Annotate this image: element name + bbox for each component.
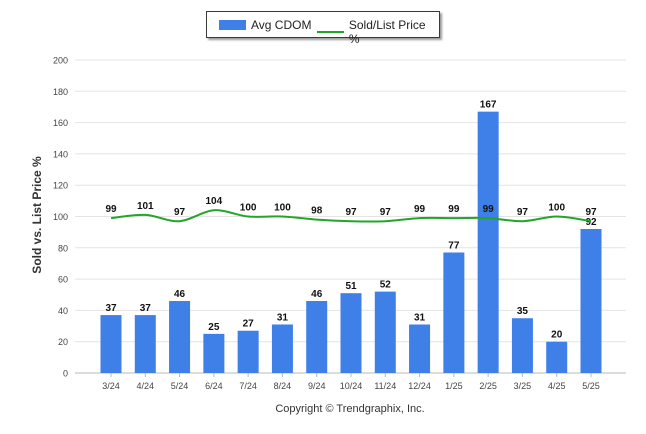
legend-label-sold-list: Sold/List Price %: [348, 18, 426, 46]
bar: [271, 324, 293, 373]
x-tick-label: 4/24: [137, 381, 155, 391]
bar-value-label: 167: [480, 100, 497, 111]
legend-item-sold-list: Sold/List Price %: [317, 18, 439, 46]
x-tick-label: 5/24: [171, 381, 189, 391]
y-tick-label: 60: [58, 275, 68, 285]
legend-swatch-sold-list: [317, 31, 344, 33]
bar: [306, 301, 328, 373]
bar: [477, 111, 499, 374]
bar-value-label: 35: [517, 306, 529, 317]
x-tick-label: 12/24: [408, 381, 431, 391]
line-value-label: 97: [174, 207, 186, 218]
x-tick-label: 11/24: [374, 381, 396, 391]
legend-item-cdom: Avg CDOM: [219, 18, 311, 32]
y-tick-label: 140: [53, 149, 68, 159]
x-tick-label: 9/24: [308, 381, 326, 391]
line-value-label: 101: [137, 201, 154, 212]
x-tick-label: 3/25: [514, 381, 532, 391]
line-value-label: 97: [517, 207, 529, 218]
line-value-label: 97: [380, 207, 392, 218]
y-tick-label: 20: [58, 337, 68, 347]
copyright-text: Copyright © Trendgraphix, Inc.: [275, 403, 425, 415]
y-tick-label: 200: [53, 56, 68, 66]
line-value-label: 100: [240, 203, 257, 214]
y-tick-label: 160: [53, 118, 68, 128]
bar: [443, 252, 465, 373]
line-value-label: 100: [548, 203, 565, 214]
x-tick-label: 3/24: [102, 381, 120, 391]
bar-value-label: 31: [414, 312, 426, 323]
bar-value-label: 52: [380, 280, 392, 291]
x-tick-label: 6/24: [205, 381, 223, 391]
bar-value-label: 37: [105, 303, 117, 314]
line-value-label: 97: [345, 207, 357, 218]
x-tick-label: 1/25: [445, 381, 463, 391]
line-value-label: 98: [311, 206, 323, 217]
line-value-label: 99: [483, 204, 495, 215]
x-tick-label: 8/24: [274, 381, 292, 391]
bar-value-label: 46: [174, 289, 186, 300]
bar: [237, 330, 259, 373]
bar-value-label: 31: [277, 312, 289, 323]
bar: [580, 229, 602, 373]
x-tick-label: 4/25: [548, 381, 566, 391]
bar: [340, 293, 362, 373]
x-tick-label: 7/24: [239, 381, 257, 391]
bar-value-label: 46: [311, 289, 323, 300]
y-tick-label: 100: [53, 212, 68, 222]
bar-value-label: 25: [208, 322, 220, 333]
bar: [203, 333, 225, 373]
y-tick-label: 180: [53, 87, 68, 97]
bar: [511, 318, 533, 373]
line-value-label: 97: [585, 207, 597, 218]
bar-value-label: 77: [448, 240, 460, 251]
bar: [546, 341, 568, 373]
y-tick-label: 40: [58, 306, 68, 316]
bar: [409, 324, 431, 373]
x-tick-label: 2/25: [479, 381, 497, 391]
y-tick-label: 80: [58, 243, 68, 253]
bar: [100, 315, 122, 373]
line-value-label: 99: [414, 204, 426, 215]
bar-value-label: 92: [585, 217, 597, 228]
legend-label-cdom: Avg CDOM: [251, 18, 312, 32]
series-line-sold-list: [110, 209, 592, 223]
bar-value-label: 20: [551, 330, 563, 341]
line-value-label: 100: [274, 203, 291, 214]
line-value-label: 104: [206, 196, 223, 207]
legend-swatch-cdom: [219, 20, 246, 30]
bar-value-label: 51: [345, 281, 357, 292]
chart-legend: Avg CDOM Sold/List Price %: [206, 11, 440, 46]
line-value-label: 99: [105, 204, 117, 215]
bar: [169, 301, 191, 373]
x-tick-label: 10/24: [340, 381, 363, 391]
y-tick-label: 0: [63, 369, 68, 379]
y-tick-label: 120: [53, 181, 68, 191]
x-tick-label: 5/25: [582, 381, 600, 391]
bar: [134, 315, 156, 373]
bar: [374, 291, 396, 373]
bar-value-label: 27: [243, 319, 255, 330]
bar-value-label: 37: [140, 303, 152, 314]
line-value-label: 99: [448, 204, 460, 215]
